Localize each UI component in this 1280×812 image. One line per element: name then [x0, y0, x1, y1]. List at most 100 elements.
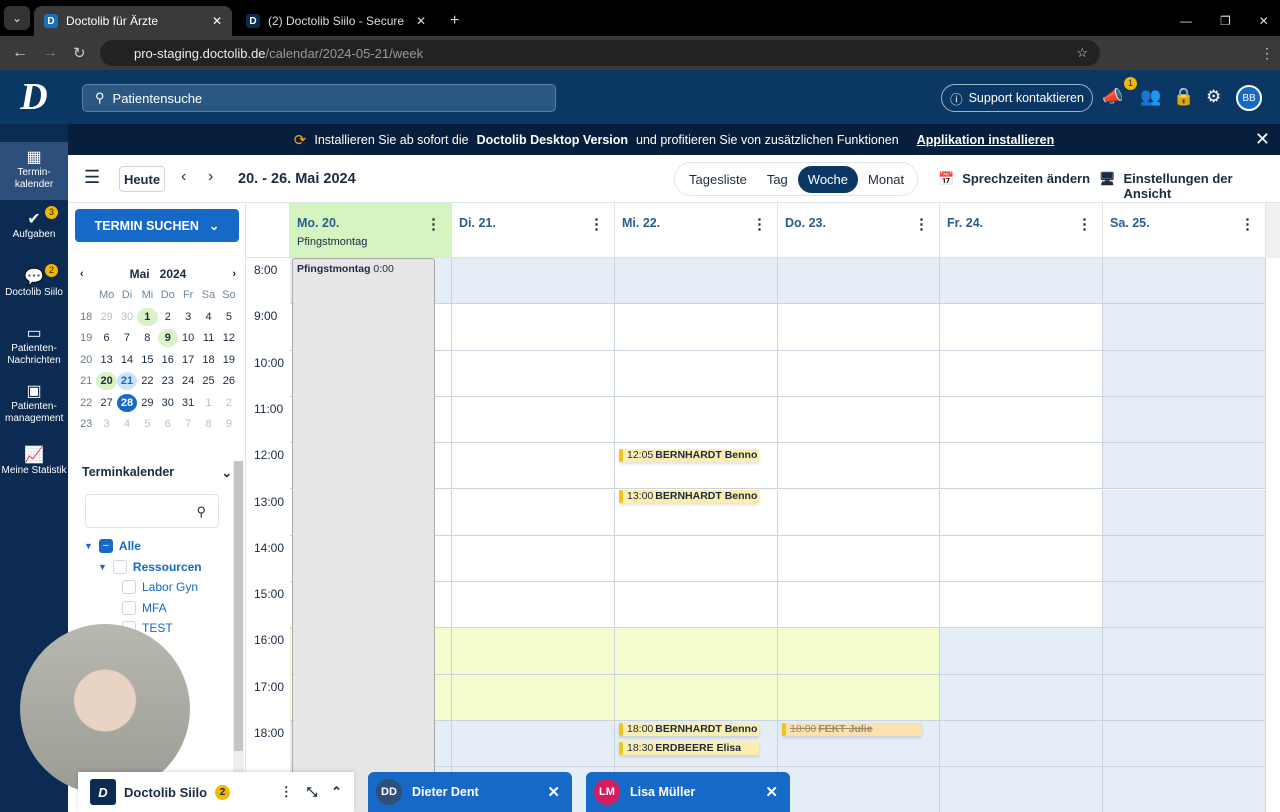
- reload-icon[interactable]: ↻: [73, 45, 86, 62]
- checkbox[interactable]: [122, 580, 136, 594]
- time-slot[interactable]: [1103, 443, 1266, 490]
- time-slot[interactable]: [1103, 258, 1266, 305]
- mini-cal-day[interactable]: 11: [202, 332, 215, 345]
- time-slot[interactable]: [778, 767, 940, 812]
- more-icon[interactable]: ⋮: [279, 784, 293, 799]
- time-slot[interactable]: [940, 258, 1103, 305]
- more-icon[interactable]: ⋮: [752, 216, 767, 233]
- day-header[interactable]: Do. 23. ⋮: [778, 203, 940, 258]
- mini-cal-day[interactable]: 1: [137, 307, 158, 326]
- url-field[interactable]: pro-staging.doctolib.de/calendar/2024-05…: [100, 40, 1100, 66]
- mini-cal-day[interactable]: 12: [222, 332, 236, 345]
- find-appointment-button[interactable]: TERMIN SUCHEN ⌄: [75, 209, 239, 242]
- support-button[interactable]: ⓘ Support kontaktieren: [941, 84, 1093, 112]
- time-slot[interactable]: [452, 304, 615, 351]
- caret-down-icon[interactable]: ▼: [98, 561, 107, 572]
- time-slot[interactable]: [1103, 489, 1266, 536]
- menu-icon[interactable]: ⋮: [1260, 44, 1274, 61]
- chat-tab-dieter-dent[interactable]: DD Dieter Dent ✕: [368, 772, 572, 812]
- nav-patientenmanagement[interactable]: ▣ Patienten-management: [0, 384, 68, 425]
- calendar-filter-search[interactable]: ⚲: [85, 494, 219, 528]
- next-month-icon[interactable]: ›: [232, 267, 236, 280]
- siilo-chat-bar[interactable]: D Doctolib Siilo 2 ⋮ ⤡ ⌃: [78, 772, 354, 812]
- holiday-event[interactable]: Pfingstmontag 0:00: [292, 258, 435, 812]
- mini-cal-day[interactable]: 24: [182, 375, 195, 388]
- back-icon[interactable]: ←: [12, 44, 28, 61]
- day-header[interactable]: Mo. 20. Pfingstmontag ⋮: [290, 203, 452, 258]
- time-slot[interactable]: [615, 535, 778, 583]
- forward-icon[interactable]: →: [42, 44, 58, 61]
- grid-scrollbar[interactable]: [1266, 203, 1280, 258]
- mini-cal-day[interactable]: 5: [144, 418, 151, 431]
- next-week-icon[interactable]: ›: [208, 168, 214, 185]
- nav-statistik[interactable]: 📈 Meine Statistik: [1, 447, 67, 477]
- day-header[interactable]: Mi. 22. ⋮: [615, 203, 778, 258]
- more-icon[interactable]: ⋮: [589, 216, 604, 233]
- mini-cal-day[interactable]: 3: [185, 310, 192, 323]
- chevron-up-icon[interactable]: ⌃: [331, 784, 342, 799]
- close-icon[interactable]: ✕: [765, 784, 778, 801]
- mini-cal-day[interactable]: 19: [222, 353, 236, 366]
- time-slot[interactable]: [615, 396, 778, 444]
- nav-terminkalender[interactable]: ▦ Termin-kalender: [0, 142, 68, 200]
- appointment[interactable]: 12:05 BERNHARDT Benno: [619, 449, 759, 463]
- nav-siilo[interactable]: 💬 2 Doctolib Siilo: [0, 264, 68, 299]
- close-icon[interactable]: ✕: [547, 784, 560, 801]
- sidebar-scrollbar[interactable]: [233, 461, 244, 812]
- tab-list-button[interactable]: ⌄: [4, 6, 30, 30]
- time-slot[interactable]: [778, 443, 940, 490]
- time-slot[interactable]: [615, 582, 778, 629]
- gear-icon[interactable]: ⚙: [1206, 87, 1222, 106]
- mini-cal-day[interactable]: 15: [141, 353, 154, 366]
- mini-cal-day[interactable]: 8: [205, 418, 212, 431]
- mini-cal-day[interactable]: 4: [205, 310, 212, 323]
- mini-cal-day[interactable]: 10: [182, 332, 195, 345]
- mini-cal-day[interactable]: 22: [141, 375, 154, 388]
- day-header[interactable]: Di. 21. ⋮: [452, 203, 615, 258]
- mini-cal-day[interactable]: 20: [96, 372, 117, 391]
- avatar[interactable]: BB: [1236, 85, 1262, 111]
- mini-cal-day[interactable]: 8: [144, 332, 151, 345]
- hamburger-icon[interactable]: ☰: [84, 167, 101, 187]
- today-button[interactable]: Heute: [119, 166, 165, 192]
- mini-cal-day[interactable]: 7: [123, 332, 131, 345]
- prev-month-icon[interactable]: ‹: [80, 267, 84, 280]
- calendar-filter-item[interactable]: MFA: [112, 600, 167, 615]
- checkbox[interactable]: [112, 559, 127, 574]
- more-icon[interactable]: ⋮: [1240, 216, 1255, 233]
- mini-cal-day[interactable]: 3: [103, 418, 110, 431]
- time-slot[interactable]: [452, 628, 615, 675]
- time-slot[interactable]: [615, 304, 778, 351]
- time-slot[interactable]: [1103, 535, 1266, 583]
- view-woche[interactable]: Woche: [797, 165, 859, 193]
- time-slot[interactable]: [1103, 674, 1266, 721]
- mini-cal-day[interactable]: 5: [225, 310, 232, 323]
- mini-cal-day[interactable]: 9: [157, 329, 178, 348]
- time-slot[interactable]: [778, 304, 940, 351]
- time-slot[interactable]: [778, 535, 940, 583]
- close-icon[interactable]: ✕: [415, 14, 427, 28]
- mini-cal-day[interactable]: 17: [182, 353, 195, 366]
- time-slot[interactable]: [1103, 721, 1266, 768]
- mini-cal-day[interactable]: 16: [161, 353, 174, 366]
- appointment[interactable]: 18:00 FEKT Julie: [782, 723, 922, 736]
- time-slot[interactable]: [452, 674, 615, 721]
- time-slot[interactable]: [1103, 350, 1266, 397]
- minimize-icon[interactable]: ⤡: [306, 784, 318, 799]
- time-slot[interactable]: [778, 489, 940, 536]
- mini-cal-day[interactable]: 26: [222, 375, 236, 388]
- time-slot[interactable]: [452, 721, 615, 768]
- time-slot[interactable]: [940, 489, 1103, 536]
- mini-cal-day[interactable]: 29: [100, 310, 113, 323]
- more-icon[interactable]: ⋮: [426, 216, 441, 233]
- time-slot[interactable]: [1103, 304, 1266, 351]
- time-slot[interactable]: [1103, 396, 1266, 444]
- mini-cal-day[interactable]: 27: [100, 396, 113, 409]
- day-header[interactable]: Sa. 25. ⋮: [1103, 203, 1266, 258]
- time-slot[interactable]: [940, 535, 1103, 583]
- mini-cal-day[interactable]: 14: [120, 353, 134, 366]
- view-tag[interactable]: Tag: [766, 171, 788, 187]
- view-settings-button[interactable]: 🖥 Einstellungen der Ansicht: [1099, 171, 1233, 201]
- time-slot[interactable]: [940, 350, 1103, 397]
- time-slot[interactable]: [1103, 628, 1266, 675]
